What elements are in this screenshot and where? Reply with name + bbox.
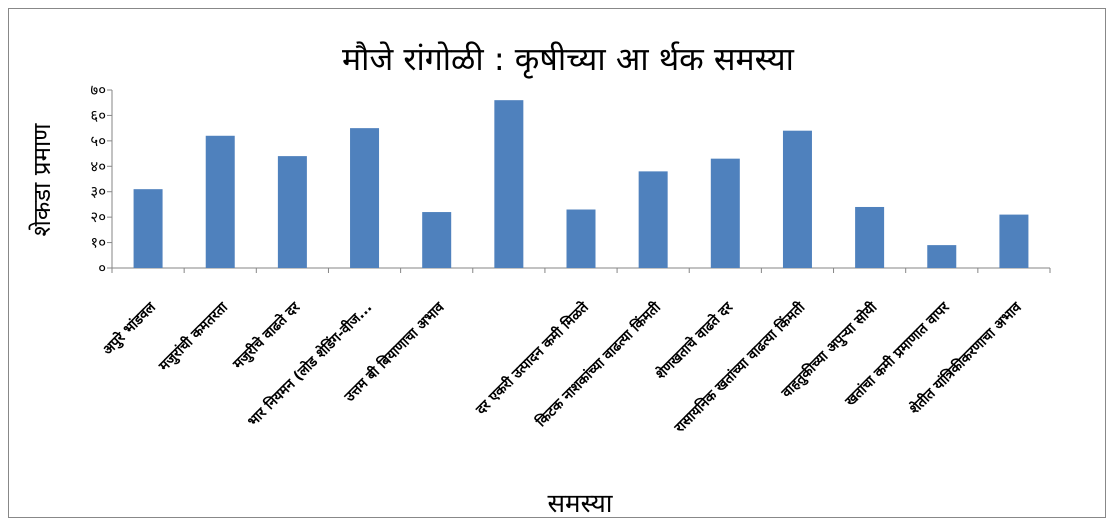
bar [133,189,163,268]
x-tick-label: मजुरांची कमतरता [155,298,233,376]
y-tick-label: १० [90,234,106,252]
bar [350,128,380,268]
y-tick-label: ४० [90,157,106,175]
y-tick-label: ५० [90,132,106,150]
y-axis-label: शेकडा प्रमाण [28,123,56,237]
x-tick-label: भार नियमन (लोड शेडिंग-वीज... [244,299,375,430]
x-tick-label: रासायनिक खतांच्या वाढत्या किंमती [670,298,809,437]
chart-frame [8,8,1106,518]
bar [277,156,307,268]
bar [927,245,957,268]
bar [710,158,740,268]
bar [999,214,1029,268]
x-tick-label: मजुरीचे वाढते दर [229,298,305,374]
bar [494,100,524,269]
x-axis-label: समस्या [547,489,613,519]
bar [638,171,668,268]
bar [782,130,812,268]
y-tick-label: ३० [90,183,106,201]
bar [422,212,452,268]
chart-title: मौजे रांगोळी : कृषीच्या आ र्थक समस्या [342,40,795,79]
y-tick-label: ७० [90,81,106,99]
bar [855,206,885,268]
x-tick-label: किटक नाशकांच्या वाढत्या किंमती [532,298,665,431]
y-tick-label: २० [90,208,106,226]
y-tick-label: ६० [90,106,106,124]
bar [205,135,235,268]
bar [566,209,596,268]
y-tick-label: ० [98,259,106,277]
x-tick-label: शेणखताचे वाढते दर [652,298,737,383]
x-tick-label: दर एकरी उत्पादन कमी मिळते [472,298,593,419]
x-tick-label: अपुरे भांडवल [99,298,160,359]
